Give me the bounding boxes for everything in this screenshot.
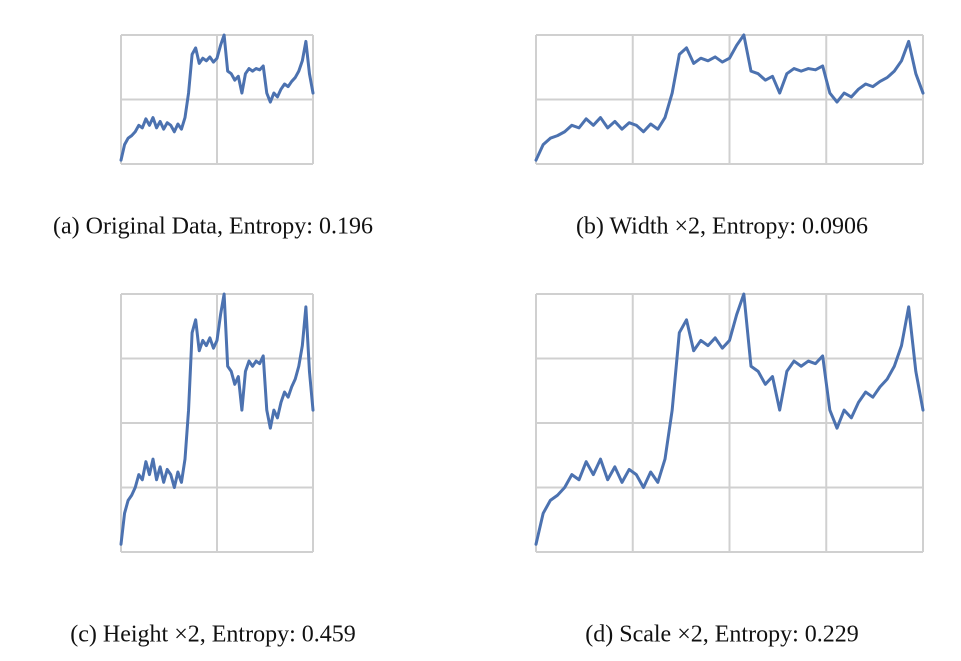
caption: (c) Height ×2, Entropy: 0.459 [70,622,355,648]
data-line [119,33,315,162]
caption: (a) Original Data, Entropy: 0.196 [53,214,373,240]
caption: (d) Scale ×2, Entropy: 0.229 [585,622,858,648]
data-line [534,33,925,162]
caption: (b) Width ×2, Entropy: 0.0906 [576,214,868,240]
data-line [534,292,925,546]
data-line [119,292,315,546]
